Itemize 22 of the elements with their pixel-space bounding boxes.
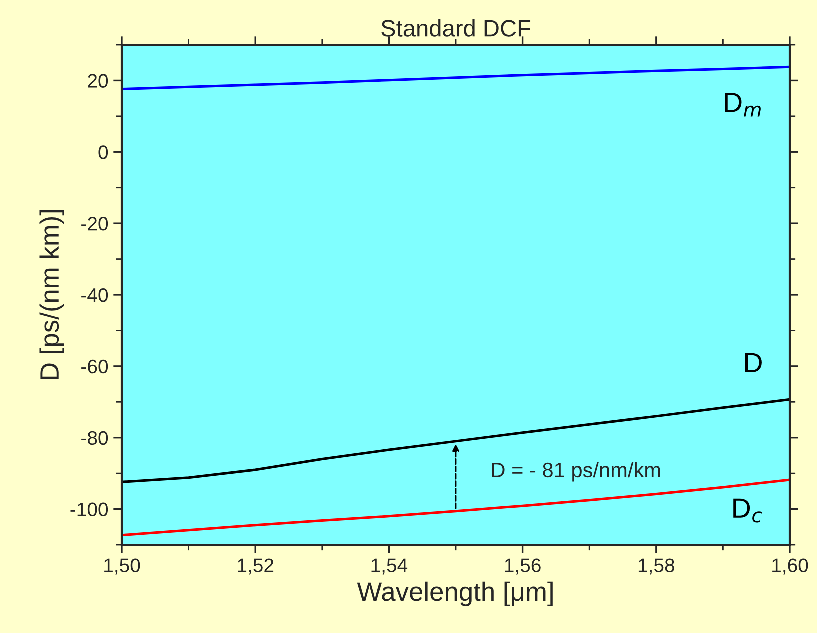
x-tick-label: 1,54: [372, 558, 408, 575]
y-tick-label: 0: [98, 146, 108, 160]
y-axis-title: D [ps/(nm km)]: [40, 210, 64, 380]
y-tick-label: -20: [82, 217, 108, 231]
x-tick-label: 1,50: [104, 558, 140, 575]
line-series: [122, 398, 790, 484]
annotation: D = - 81 ps/nm/km: [492, 462, 660, 482]
line-series: [122, 66, 790, 91]
x-axis-title: Wavelength [μm]: [357, 582, 553, 606]
series-label: D: [746, 353, 762, 372]
y-tick-label: -100: [70, 502, 108, 517]
y-tick-label: -60: [82, 360, 108, 374]
x-tick-label: 1,60: [772, 558, 808, 575]
y-tick-label: 20: [88, 74, 108, 88]
chart-title: Standard DCF: [382, 20, 531, 37]
x-tick-label: 1,58: [638, 558, 674, 575]
series-label: D$_{m}$: [725, 93, 761, 117]
x-tick-label: 1,52: [238, 558, 274, 575]
series-label: D$_{c}$: [734, 498, 762, 523]
y-tick-label: -40: [82, 288, 108, 302]
x-tick-label: 1,56: [505, 558, 541, 575]
y-tick-label: -80: [82, 431, 108, 446]
